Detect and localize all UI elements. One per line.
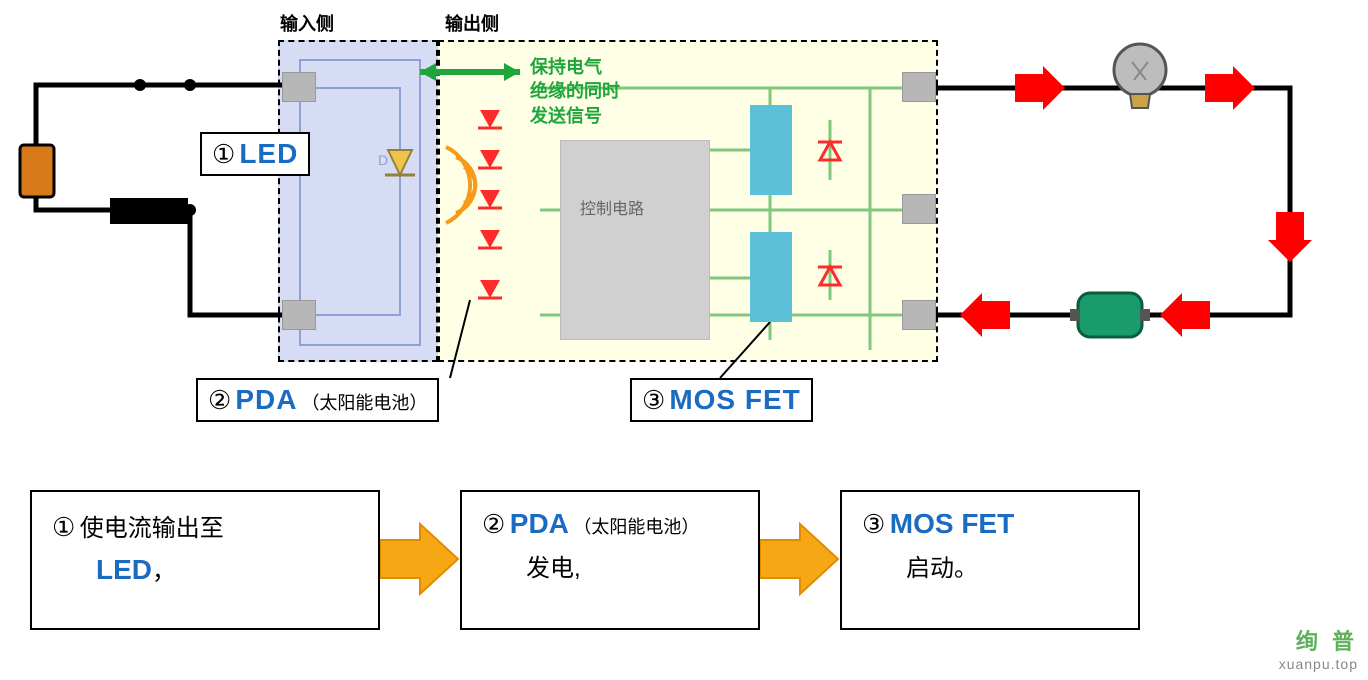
- flow-num: ③: [862, 509, 885, 539]
- left-circuit: [20, 79, 282, 315]
- flow-num: ②: [482, 509, 505, 539]
- flow-arrow-icon: [760, 518, 842, 600]
- mosfet-block: [750, 232, 792, 322]
- flow-paren: （太阳能电池）: [573, 517, 699, 537]
- callout-num: ②: [208, 385, 231, 416]
- control-circuit-label: 控制电路: [580, 195, 644, 219]
- watermark-top: 绚 普: [1279, 624, 1358, 656]
- green-double-arrow-icon: [420, 63, 520, 81]
- watermark-bottom: xuanpu.top: [1279, 656, 1358, 672]
- callout-num: ③: [642, 385, 665, 416]
- pda-stack: [478, 110, 502, 298]
- flow-num: ①: [52, 512, 75, 542]
- flow-text: 使电流输出至: [80, 515, 224, 542]
- led-d-hint: D: [378, 152, 388, 168]
- flow-step-1: ① 使电流输出至 LED，: [30, 490, 380, 630]
- pad: [902, 300, 936, 330]
- pad: [902, 194, 936, 224]
- callout-term: LED: [239, 138, 298, 170]
- green-note-line: 发送信号: [530, 104, 620, 128]
- motor-icon: [1070, 293, 1150, 337]
- mosfet-block: [750, 105, 792, 195]
- callout-term: PDA: [235, 384, 297, 416]
- flow-sub: 发电,: [526, 555, 581, 582]
- green-note-line: 绝缘的同时: [530, 79, 620, 103]
- control-circuit-box: [560, 140, 710, 340]
- right-loop: [936, 88, 1290, 315]
- callout-led: ① LED: [200, 132, 310, 176]
- signal-arcs-icon: [446, 147, 475, 223]
- flow-sub: 启动。: [906, 555, 978, 582]
- input-inner: D: [300, 60, 420, 345]
- watermark: 绚 普 xuanpu.top: [1279, 624, 1358, 672]
- green-note: 保持电气 绝缘的同时 发送信号: [530, 55, 620, 128]
- flow-term: LED: [96, 554, 152, 585]
- pad: [282, 72, 316, 102]
- flow-term: MOS FET: [890, 508, 1014, 539]
- callout-num: ①: [212, 139, 235, 170]
- callout-term: MOS FET: [669, 384, 800, 416]
- callout-paren: （太阳能电池）: [301, 389, 427, 415]
- flow-term: PDA: [510, 508, 569, 539]
- flow-post: ，: [152, 558, 176, 585]
- flow-arrow-icon: [380, 518, 462, 600]
- flow-step-2: ② PDA （太阳能电池） 发电,: [460, 490, 760, 630]
- pad: [902, 72, 936, 102]
- callout-pda: ② PDA （太阳能电池）: [196, 378, 439, 422]
- pad: [282, 300, 316, 330]
- callout-mosfet: ③ MOS FET: [630, 378, 813, 422]
- diagram-canvas: 输入侧 输出侧 D: [0, 0, 1368, 680]
- flow-step-3: ③ MOS FET 启动。: [840, 490, 1140, 630]
- lightbulb-icon: [1114, 44, 1166, 108]
- green-note-line: 保持电气: [530, 55, 620, 79]
